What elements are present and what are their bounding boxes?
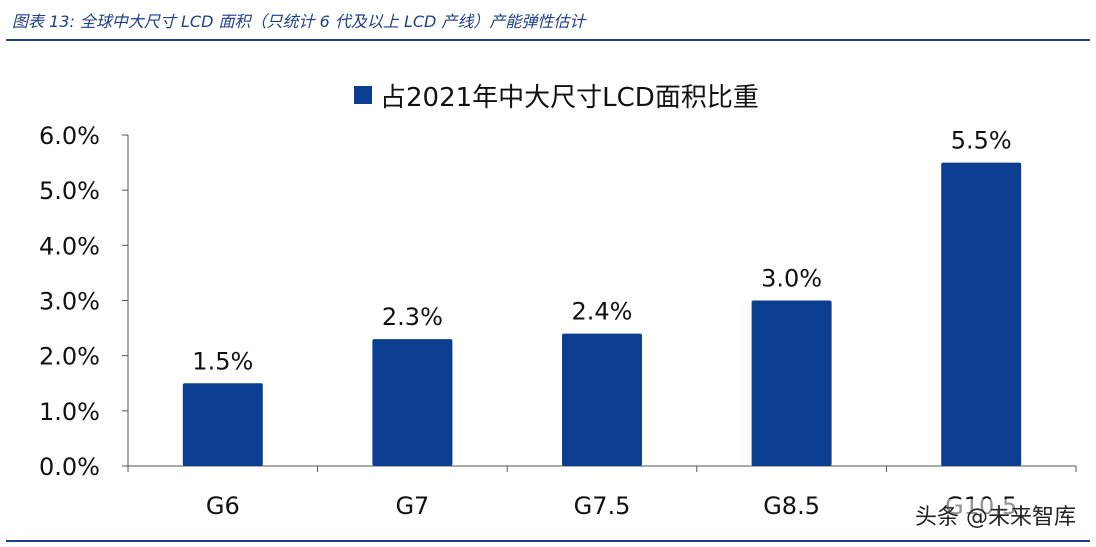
bar-g7-5	[562, 333, 642, 466]
x-tick-label: G7	[395, 492, 429, 520]
data-label: 2.4%	[572, 298, 633, 326]
data-label: 5.5%	[951, 127, 1012, 155]
figure-header: 图表 13: 全球中大尺寸 LCD 面积（只统计 6 代及以上 LCD 产线）产…	[0, 0, 1096, 42]
x-tick-label: G8.5	[763, 492, 820, 520]
legend-swatch	[354, 86, 372, 104]
y-tick-label: 3.0%	[39, 288, 100, 316]
y-tick-label: 1.0%	[39, 398, 100, 426]
header-divider	[6, 39, 1090, 41]
y-tick-label: 5.0%	[39, 177, 100, 205]
bar-g7	[372, 339, 453, 466]
watermark: 头条 @未来智库	[911, 499, 1080, 531]
bar-g10-5	[941, 162, 1022, 467]
x-tick-label: G7.5	[574, 492, 631, 520]
data-label: 3.0%	[761, 265, 822, 293]
legend-label: 占2021年中大尺寸LCD面积比重	[380, 82, 759, 113]
y-tick-label: 4.0%	[39, 232, 100, 260]
footer-divider	[6, 540, 1090, 542]
bar-g6	[182, 383, 263, 466]
y-tick-label: 6.0%	[39, 122, 100, 150]
y-tick-label: 0.0%	[39, 453, 100, 481]
bar-g8-5	[751, 300, 832, 466]
figure-title: 图表 13: 全球中大尺寸 LCD 面积（只统计 6 代及以上 LCD 产线）产…	[12, 12, 586, 31]
chart-legend: 占2021年中大尺寸LCD面积比重	[354, 80, 759, 113]
x-tick-label: G6	[206, 492, 240, 520]
data-label: 2.3%	[382, 303, 443, 331]
y-tick-label: 2.0%	[39, 343, 100, 371]
data-label: 1.5%	[192, 347, 253, 375]
